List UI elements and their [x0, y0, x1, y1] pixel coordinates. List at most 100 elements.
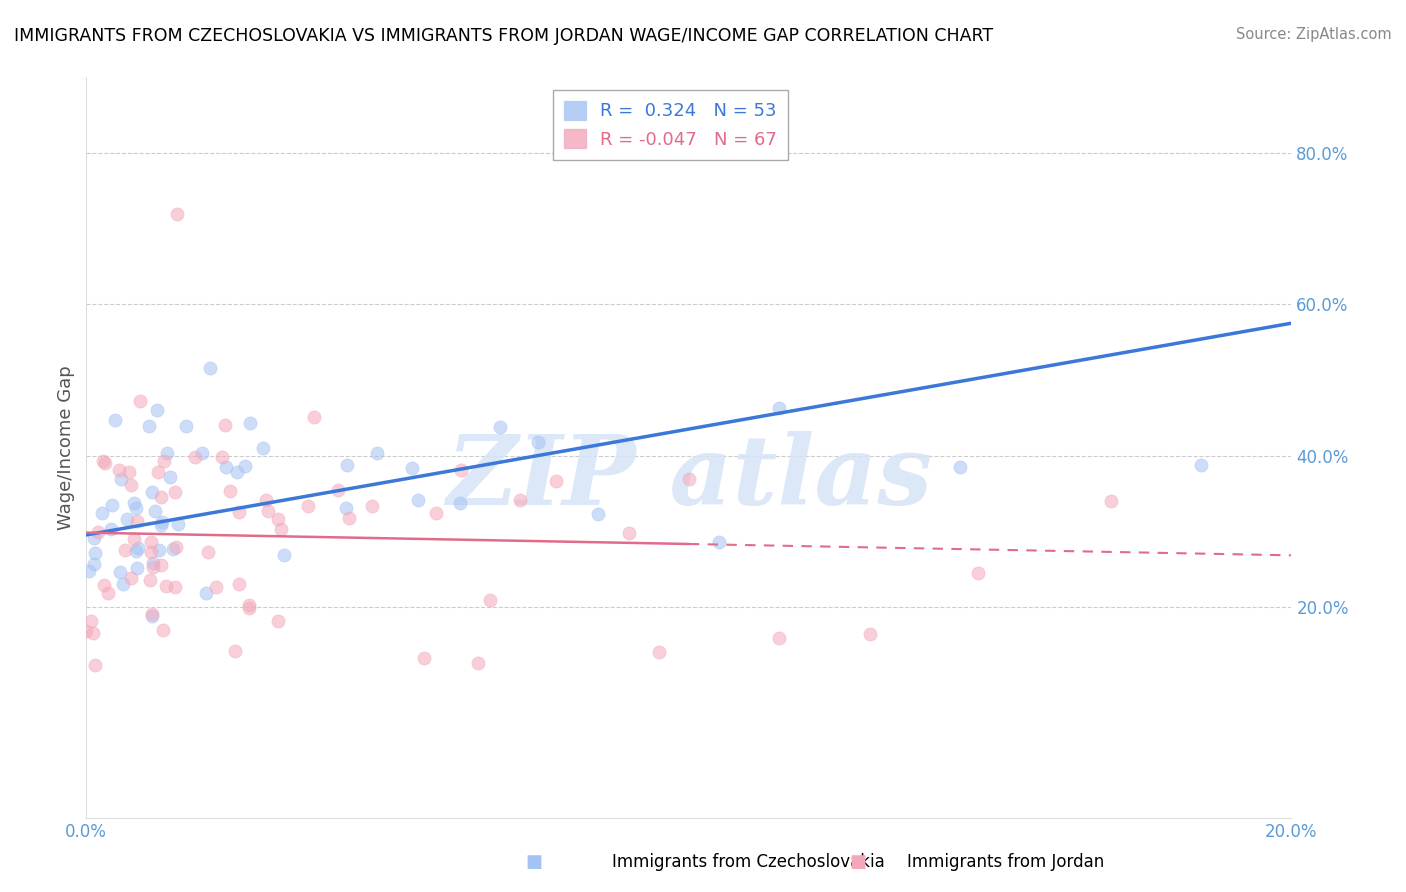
Point: [125, 544, 148, 558]
Point: [215, 460, 238, 475]
Point: [162, 542, 184, 557]
Text: ■: ■: [849, 854, 866, 871]
Point: [233, 458, 256, 473]
Point: [141, 485, 163, 500]
Point: [239, 416, 262, 430]
Point: [191, 445, 214, 459]
Point: [218, 483, 240, 498]
Point: [75, 624, 97, 639]
Point: [83, 557, 105, 571]
Point: [93, 578, 115, 592]
Point: [256, 504, 278, 518]
Point: [198, 361, 221, 376]
Point: [159, 469, 181, 483]
Point: [87, 524, 110, 539]
Point: [297, 499, 319, 513]
Point: [859, 626, 882, 640]
Point: [155, 579, 177, 593]
Point: [148, 542, 170, 557]
Point: [141, 609, 163, 624]
Point: [546, 474, 568, 488]
Point: [82, 625, 104, 640]
Point: [165, 484, 187, 499]
Point: [83, 532, 105, 546]
Point: [588, 507, 610, 521]
Point: [967, 566, 990, 580]
Point: [138, 418, 160, 433]
Point: [156, 446, 179, 460]
Point: [326, 483, 349, 498]
Point: [337, 511, 360, 525]
Point: [146, 465, 169, 479]
Point: [166, 206, 188, 220]
Point: [165, 540, 187, 554]
Text: IMMIGRANTS FROM CZECHOSLOVAKIA VS IMMIGRANTS FROM JORDAN WAGE/INCOME GAP CORRELA: IMMIGRANTS FROM CZECHOSLOVAKIA VS IMMIGR…: [14, 27, 993, 45]
Point: [100, 522, 122, 536]
Point: [97, 586, 120, 600]
Point: [406, 493, 429, 508]
Point: [127, 541, 149, 555]
Point: [270, 522, 292, 536]
Point: [84, 657, 107, 672]
Point: [336, 458, 359, 472]
Point: [120, 571, 142, 585]
Point: [118, 465, 141, 479]
Point: [1099, 494, 1122, 508]
Point: [949, 460, 972, 475]
Y-axis label: Wage/Income Gap: Wage/Income Gap: [58, 366, 75, 531]
Point: [91, 454, 114, 468]
Point: [143, 504, 166, 518]
Point: [707, 534, 730, 549]
Point: [527, 435, 550, 450]
Point: [83, 546, 105, 560]
Point: [197, 545, 219, 559]
Point: [125, 514, 148, 528]
Point: [174, 418, 197, 433]
Point: [450, 462, 472, 476]
Point: [678, 472, 700, 486]
Point: [254, 493, 277, 508]
Text: ZIP atlas: ZIP atlas: [446, 431, 932, 524]
Point: [139, 573, 162, 587]
Point: [467, 656, 489, 670]
Point: [617, 526, 640, 541]
Point: [108, 566, 131, 580]
Legend: R =  0.324   N = 53, R = -0.047   N = 67: R = 0.324 N = 53, R = -0.047 N = 67: [554, 90, 787, 160]
Point: [238, 598, 260, 612]
Point: [267, 511, 290, 525]
Point: [122, 533, 145, 547]
Point: [150, 490, 173, 504]
Point: [412, 651, 434, 665]
Point: [142, 556, 165, 570]
Point: [479, 593, 502, 607]
Point: [114, 543, 136, 558]
Point: [214, 418, 236, 433]
Point: [401, 460, 423, 475]
Point: [90, 506, 112, 520]
Point: [112, 577, 135, 591]
Point: [115, 512, 138, 526]
Point: [648, 645, 671, 659]
Point: [101, 498, 124, 512]
Point: [150, 516, 173, 530]
Point: [195, 586, 218, 600]
Point: [122, 496, 145, 510]
Point: [145, 403, 167, 417]
Point: [77, 564, 100, 578]
Point: [107, 463, 129, 477]
Point: [205, 580, 228, 594]
Point: [1189, 458, 1212, 472]
Point: [125, 560, 148, 574]
Point: [167, 516, 190, 531]
Point: [183, 450, 205, 464]
Point: [360, 499, 382, 513]
Point: [267, 615, 290, 629]
Point: [152, 624, 174, 638]
Point: [225, 465, 247, 479]
Point: [149, 558, 172, 572]
Text: Source: ZipAtlas.com: Source: ZipAtlas.com: [1236, 27, 1392, 42]
Point: [110, 471, 132, 485]
Point: [139, 545, 162, 559]
Point: [425, 506, 447, 520]
Point: [224, 644, 246, 658]
